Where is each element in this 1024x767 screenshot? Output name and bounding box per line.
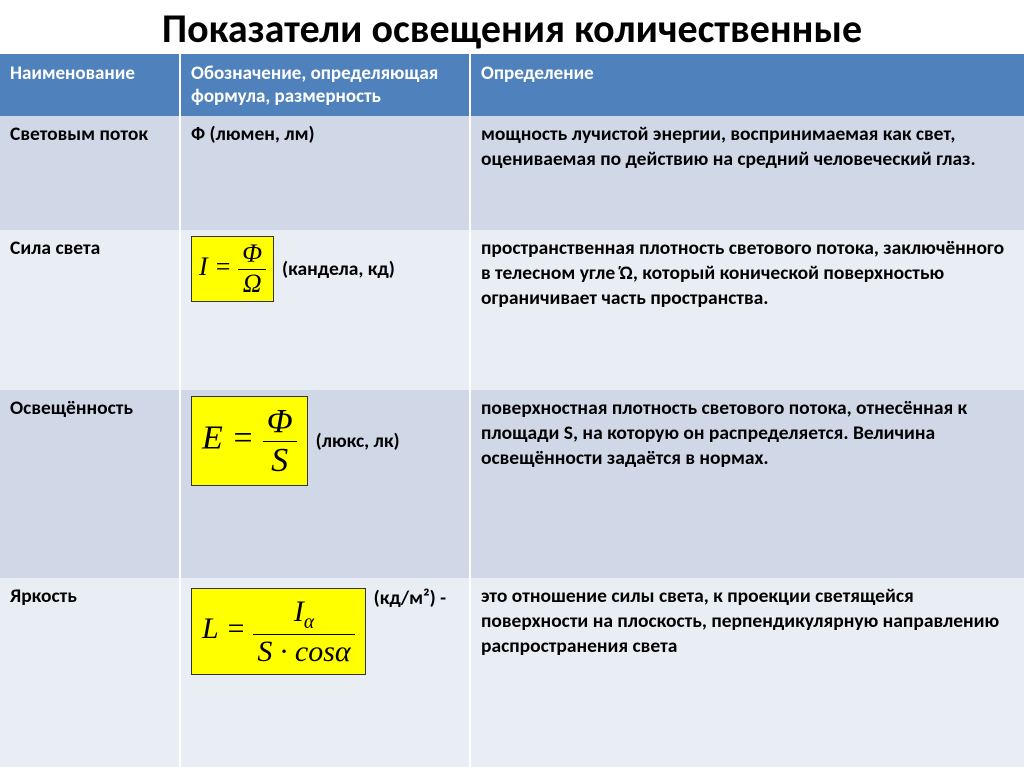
unit-label: (люкс, лк) <box>316 429 400 454</box>
unit-label: (кд/м²) - <box>374 584 446 611</box>
slide-title: Показатели освещения количественные <box>0 0 1024 54</box>
formula-den: S <box>263 442 297 479</box>
formula-lhs: L <box>202 612 218 645</box>
header-formula: Обозначение, определяющая формула, разме… <box>180 54 470 116</box>
formula-intensity: I = ΦΩ <box>191 236 274 302</box>
row-name: Сила света <box>0 230 180 390</box>
formula-lhs: E <box>202 420 223 457</box>
slide-container: Показатели освещения количественные Наим… <box>0 0 1024 767</box>
formula-illuminance: E = ΦS <box>191 396 308 486</box>
table-row: Световым поток Ф (люмен, лм) мощность лу… <box>0 116 1024 230</box>
row-definition: пространственная плотность светового пот… <box>470 230 1024 390</box>
row-formula: L = IαS · cosα (кд/м²) - <box>180 578 470 767</box>
header-name: Наименование <box>0 54 180 116</box>
formula-lhs: I <box>199 252 208 281</box>
formula-den: S · cosα <box>253 635 354 668</box>
formula-num: Φ <box>238 240 266 270</box>
row-definition: мощность лучистой энергии, воспринимаема… <box>470 116 1024 230</box>
table-row: Сила света I = ΦΩ (кандела, кд) простран… <box>0 230 1024 390</box>
header-definition: Определение <box>470 54 1024 116</box>
formula-luminance: L = IαS · cosα <box>191 588 366 674</box>
indicators-table: Наименование Обозначение, определяющая ф… <box>0 54 1024 767</box>
table-row: Яркость L = IαS · cosα (кд/м²) - это отн… <box>0 578 1024 767</box>
row-formula: E = ΦS (люкс, лк) <box>180 390 470 578</box>
row-formula: Ф (люмен, лм) <box>180 116 470 230</box>
formula-den: Ω <box>238 270 266 299</box>
row-definition: это отношение силы света, к проекции све… <box>470 578 1024 767</box>
row-definition: поверхностная плотность светового потока… <box>470 390 1024 578</box>
table-header-row: Наименование Обозначение, определяющая ф… <box>0 54 1024 116</box>
unit-label: (кандела, кд) <box>282 257 395 282</box>
row-name: Освещённость <box>0 390 180 578</box>
row-name: Световым поток <box>0 116 180 230</box>
num-base: I <box>294 595 304 628</box>
row-formula: I = ΦΩ (кандела, кд) <box>180 230 470 390</box>
row-name: Яркость <box>0 578 180 767</box>
table-row: Освещённость E = ΦS (люкс, лк) поверхнос… <box>0 390 1024 578</box>
formula-num: Φ <box>263 403 297 441</box>
num-sub: α <box>304 612 314 633</box>
formula-num: Iα <box>253 595 354 634</box>
